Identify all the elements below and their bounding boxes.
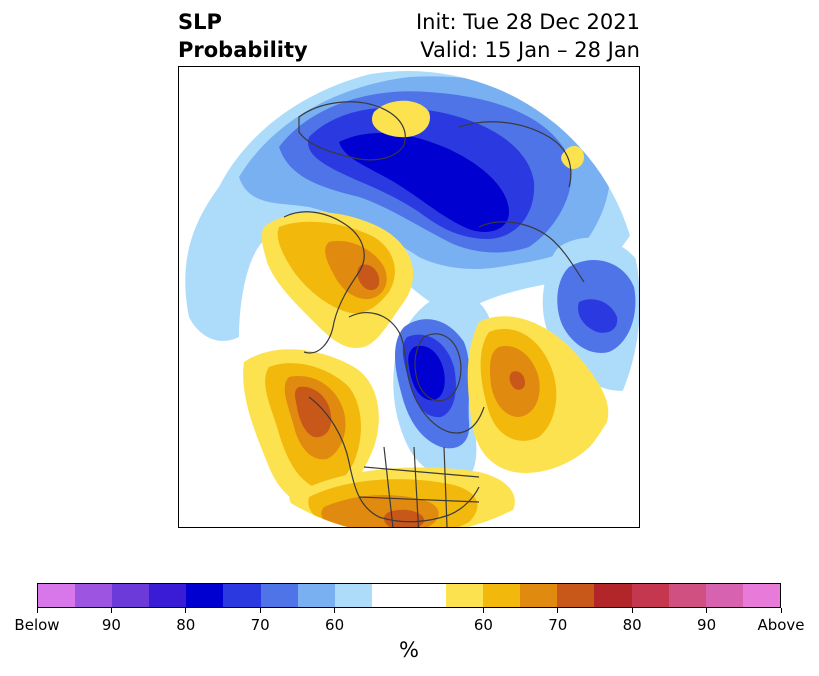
colorbar-tick [334, 608, 336, 613]
above-90-region-europe [357, 264, 380, 291]
colorbar-tick-label: 90 [697, 616, 717, 634]
valid-range: Valid: 15 Jan – 28 Jan [420, 38, 640, 62]
colorbar-tick [631, 608, 633, 613]
colorbar-tick-label: 60 [325, 616, 345, 634]
above-60-region-east [561, 145, 584, 169]
colorbar-tick [557, 608, 559, 613]
colorbar-cell [38, 584, 76, 607]
colorbar-tick [780, 608, 782, 613]
colorbar-tick-label: Above [757, 616, 805, 634]
above-90-region-atlantic [509, 371, 525, 390]
colorbar-cell [112, 584, 150, 607]
colorbar-cell [742, 584, 780, 607]
colorbar-cell [223, 584, 261, 607]
colorbar-cell [668, 584, 706, 607]
colorbar-tick [110, 608, 112, 613]
colorbar-cell [408, 584, 447, 607]
colorbar-cell [297, 584, 335, 607]
colorbar-cell [631, 584, 669, 607]
colorbar-tick-label: 90 [101, 616, 121, 634]
below-80-region-pacific [578, 299, 618, 333]
colorbar-cell [149, 584, 187, 607]
colorbar-tick-label: 80 [622, 616, 642, 634]
colorbar-tick [482, 608, 484, 613]
colorbar-tick-label: 80 [176, 616, 196, 634]
product-title: Probability [178, 38, 308, 62]
colorbar-cell [483, 584, 521, 607]
colorbar-cell [75, 584, 113, 607]
init-date: Init: Tue 28 Dec 2021 [415, 10, 640, 34]
colorbar-unit: % [399, 638, 419, 662]
colorbar-tick-label: 70 [548, 616, 568, 634]
colorbar-cell [594, 584, 632, 607]
colorbar-cell [186, 584, 224, 607]
colorbar-tick-label: Below [14, 616, 60, 634]
colorbar-tick [36, 608, 38, 613]
below-max-region-hudson [408, 345, 445, 401]
colorbar-tick [706, 608, 708, 613]
variable-title: SLP [178, 10, 222, 34]
colorbar-cell [520, 584, 558, 607]
colorbar [37, 583, 781, 608]
colorbar-tick [259, 608, 261, 613]
colorbar-cell [334, 584, 372, 607]
colorbar-cell [557, 584, 595, 607]
title-left: SLP Probability [178, 8, 308, 64]
colorbar-cell [446, 584, 484, 607]
above-90-region-pacific-nw [295, 386, 332, 438]
colorbar-tick [185, 608, 187, 613]
colorbar-cell [705, 584, 743, 607]
colorbar-tick-label: 70 [250, 616, 270, 634]
probability-map [179, 71, 639, 527]
colorbar-cell [371, 584, 409, 607]
below-max-region-arctic [339, 132, 509, 232]
title-right: Init: Tue 28 Dec 2021 Valid: 15 Jan – 28… [416, 8, 640, 64]
colorbar-tick-label: 60 [473, 616, 493, 634]
colorbar-cell [260, 584, 298, 607]
map-panel [178, 66, 640, 528]
above-90-region-southus [383, 509, 425, 527]
